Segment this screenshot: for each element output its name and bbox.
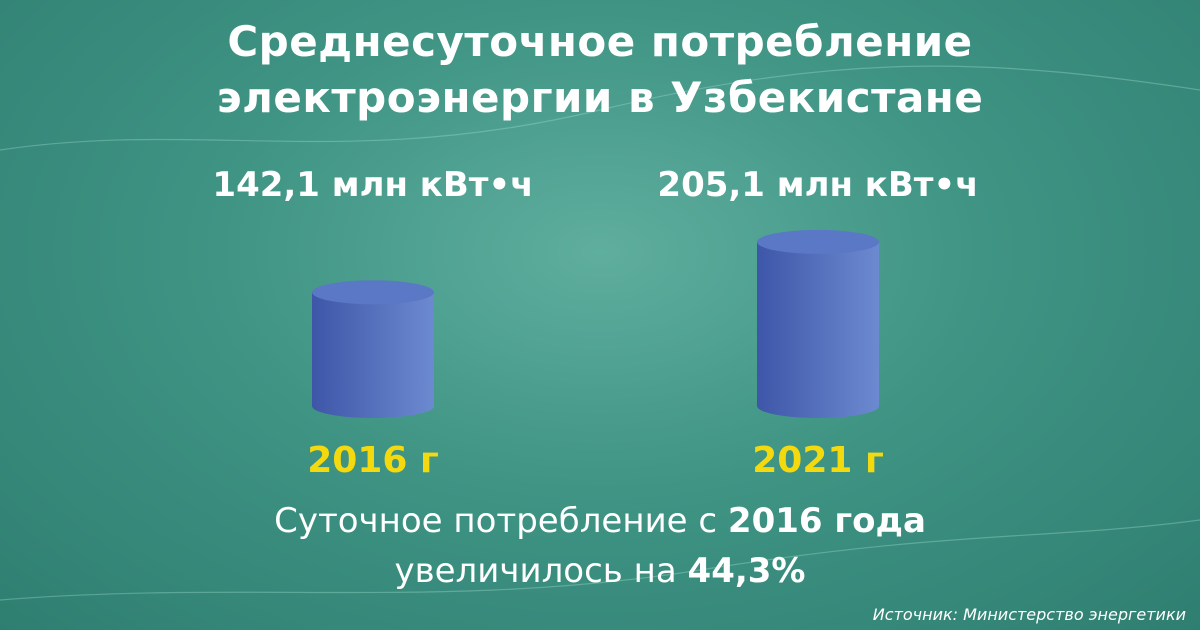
value-label: 205,1 млн кВт•ч — [657, 165, 978, 205]
summary-note: Суточное потребление с 2016 года увеличи… — [0, 496, 1200, 596]
value-label: 142,1 млн кВт•ч — [212, 165, 533, 205]
chart-title: Среднесуточное потребление электроэнерги… — [0, 14, 1200, 126]
cylinder-body — [757, 241, 879, 418]
title-line-1: Среднесуточное потребление — [227, 17, 973, 66]
note-line-2-bold: 44,3% — [687, 551, 806, 591]
note-line-1-bold: 2016 года — [727, 501, 926, 541]
cylinder-top — [312, 280, 434, 305]
title-line-2: электроэнергии в Узбекистане — [216, 73, 984, 122]
category-label: 2021 г — [752, 440, 884, 481]
note-line-1-text: Суточное потребление с — [274, 501, 728, 541]
cylinder-top — [757, 229, 879, 254]
note-line-2-text: увеличилось на — [394, 551, 688, 591]
cylinder-body — [312, 292, 434, 418]
note-line-2: увеличилось на 44,3% — [0, 546, 1200, 596]
bar-1: 142,1 млн кВт•ч 2016 г — [212, 165, 533, 481]
category-label: 2016 г — [307, 440, 439, 481]
source-note: Источник: Министерство энергетики — [872, 605, 1186, 624]
note-line-1: Суточное потребление с 2016 года — [0, 496, 1200, 546]
bar-2: 205,1 млн кВт•ч 2021 г — [657, 165, 978, 481]
